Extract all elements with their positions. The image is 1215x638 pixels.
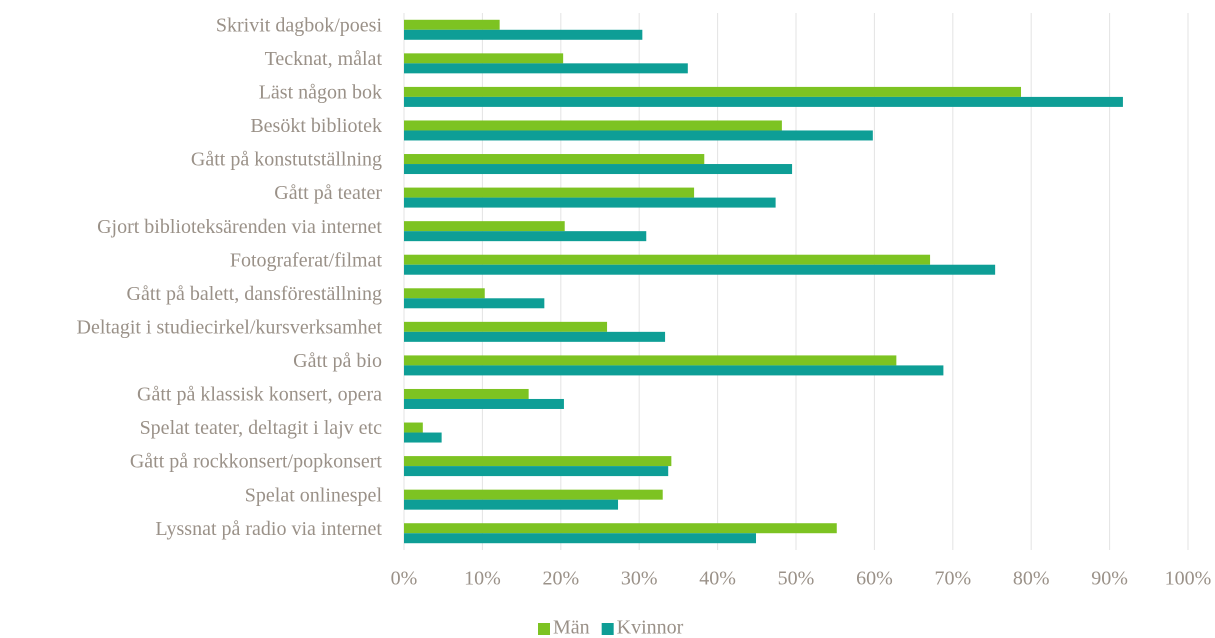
- bar: [404, 331, 666, 342]
- y-tick-label: Skrivit dagbok/poesi: [216, 14, 383, 36]
- bar: [404, 298, 545, 309]
- bar: [404, 355, 897, 366]
- y-tick-label: Gått på konstutställning: [191, 149, 382, 171]
- x-tick-label: 40%: [699, 568, 736, 590]
- bar: [404, 164, 793, 175]
- bar: [404, 197, 776, 208]
- bar: [404, 422, 423, 433]
- x-tick-label: 30%: [621, 568, 658, 590]
- legend-label: Kvinnor: [617, 617, 684, 638]
- legend-swatch: [538, 623, 550, 635]
- bar: [404, 499, 619, 510]
- bar: [404, 96, 1123, 107]
- bar: [404, 53, 564, 64]
- y-tick-label: Gått på balett, dansföreställning: [127, 283, 382, 305]
- y-tick-label: Spelat onlinespel: [245, 484, 383, 506]
- y-tick-label: Läst någon bok: [259, 82, 382, 104]
- y-tick-label: Fotograferat/filmat: [230, 249, 383, 271]
- bar: [404, 120, 782, 131]
- bar: [404, 264, 996, 275]
- y-tick-label: Gått på bio: [293, 350, 382, 372]
- y-tick-label: Lyssnat på radio via internet: [155, 518, 382, 540]
- legend-swatch: [601, 623, 614, 635]
- bar: [404, 365, 944, 376]
- y-tick-label: Gått på klassisk konsert, opera: [137, 384, 382, 406]
- x-tick-label: 20%: [542, 568, 579, 590]
- x-tick-label: 10%: [464, 568, 501, 590]
- x-tick-label: 80%: [1013, 568, 1050, 590]
- x-tick-label: 100%: [1165, 568, 1212, 590]
- bar: [404, 432, 442, 443]
- bar: [404, 86, 1022, 97]
- bar: [404, 254, 931, 265]
- x-tick-label: 90%: [1091, 568, 1128, 590]
- y-tick-label: Besökt bibliotek: [250, 115, 382, 137]
- bar: [404, 456, 672, 467]
- bar: [404, 231, 647, 242]
- bar: [404, 523, 837, 534]
- bar: [404, 388, 529, 399]
- bar: [404, 63, 688, 74]
- y-tick-label: Tecknat, målat: [265, 48, 383, 70]
- y-tick-label: Gått på teater: [274, 182, 382, 204]
- x-tick-label: 50%: [778, 568, 815, 590]
- y-tick-label: Deltagit i studiecirkel/kursverksamhet: [77, 316, 383, 338]
- bar: [404, 29, 643, 40]
- bar: [404, 321, 608, 332]
- bar: [404, 533, 757, 544]
- y-tick-label: Spelat teater, deltagit i lajv etc: [140, 417, 383, 439]
- bar: [404, 489, 663, 500]
- bar: [404, 130, 873, 141]
- bar: [404, 288, 485, 299]
- x-tick-label: 0%: [391, 568, 418, 590]
- bar: [404, 466, 669, 477]
- bar: [404, 187, 695, 198]
- bar: [404, 154, 705, 165]
- y-tick-label: Gjort biblioteksärenden via internet: [97, 216, 382, 238]
- bar: [404, 19, 500, 30]
- bar: [404, 398, 564, 409]
- bar: [404, 221, 565, 232]
- x-tick-label: 70%: [934, 568, 971, 590]
- x-tick-label: 60%: [856, 568, 893, 590]
- y-tick-label: Gått på rockkonsert/popkonsert: [130, 451, 383, 473]
- legend-label: Män: [553, 617, 590, 638]
